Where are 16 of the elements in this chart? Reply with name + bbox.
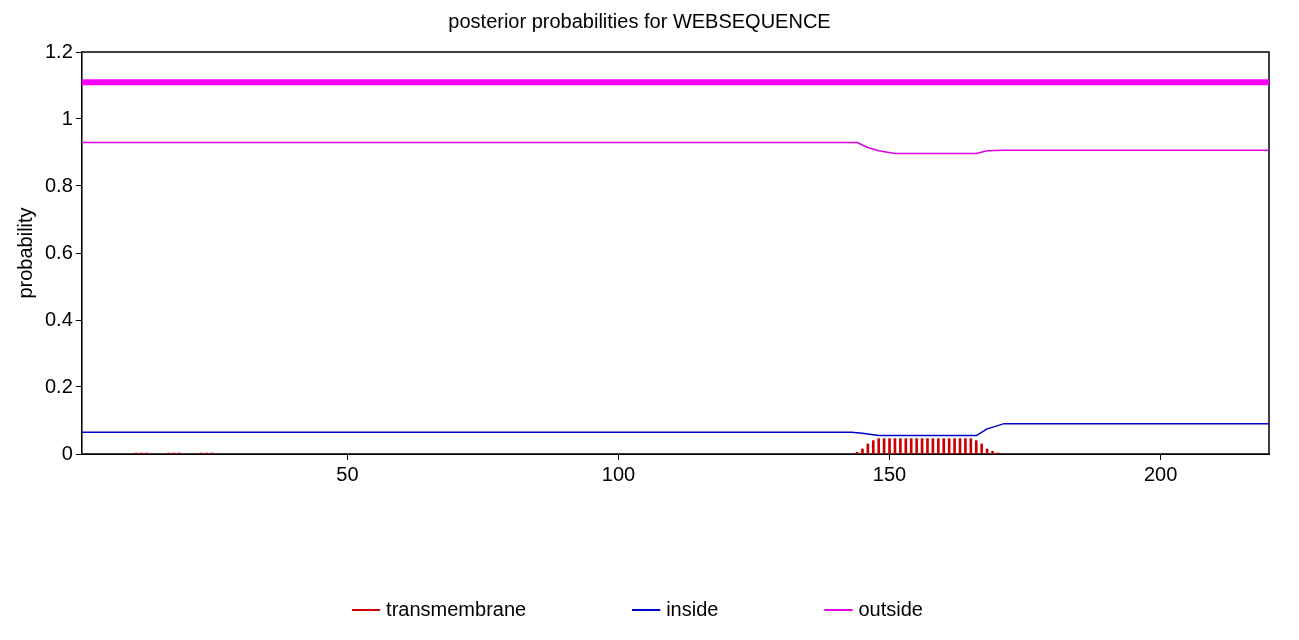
y-tick-label: 0.8 [44, 173, 73, 196]
legend-label: transmembrane [386, 597, 527, 620]
x-tick-label: 150 [872, 462, 907, 485]
y-tick-label: 0.6 [44, 240, 73, 263]
chart-title: posterior probabilities for WEBSEQUENCE [448, 9, 831, 32]
y-tick-label: 0 [61, 441, 73, 464]
y-tick-label: 0.2 [44, 374, 73, 397]
legend-label: outside [858, 597, 923, 620]
y-tick-label: 1 [61, 106, 73, 129]
x-tick-label: 200 [1143, 462, 1178, 485]
y-axis-title: probability [13, 207, 36, 299]
y-tick-label: 0.4 [44, 307, 73, 330]
legend-label: inside [666, 597, 719, 620]
y-tick-label: 1.2 [44, 39, 73, 62]
x-tick-label: 50 [336, 462, 359, 485]
x-tick-label: 100 [601, 462, 636, 485]
